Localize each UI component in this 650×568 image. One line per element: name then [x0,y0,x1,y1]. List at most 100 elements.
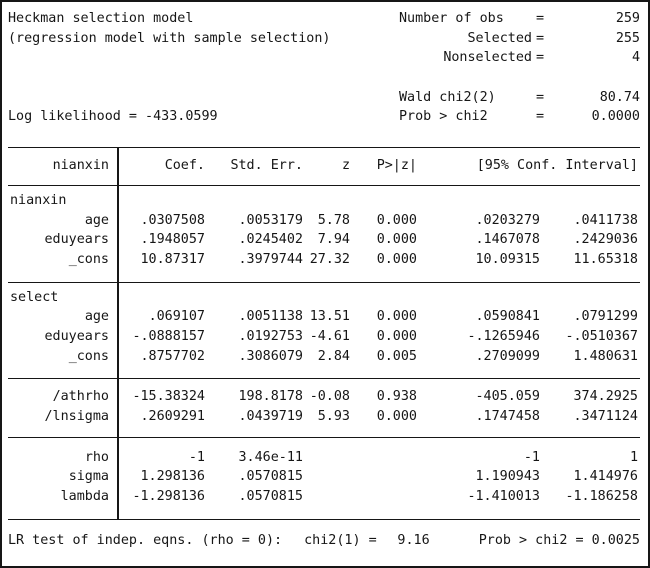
stat-label: Nonselected [443,50,532,66]
section-label-row: select [8,288,640,308]
cell-ci-lower: .1467078 [475,232,541,248]
cell-coef: .8757702 [140,348,206,364]
cell-p: 0.000 [376,328,417,344]
cell-ci-upper: .3471124 [573,409,639,424]
spacer [8,127,640,147]
cell-ci-upper: 374.2925 [573,389,639,405]
row-label: sigma [68,469,109,485]
col-header-stderr: Std. Err. [230,158,303,174]
cell-stderr: 198.8178 [238,389,304,405]
stat-value: 80.74 [599,89,640,105]
cell-ci-upper: -.0510367 [565,328,638,344]
row-label: age [84,309,109,325]
cell-p [350,448,417,468]
col-header-z: z [341,158,350,174]
cell-ci-upper: 1 [629,449,638,465]
model-subtitle: (regression model with sample selection) [8,30,331,46]
equals-sign: = [535,50,545,66]
cell-ci-lower: -.1265946 [467,328,540,344]
table-row: _cons 10.87317 .3979744 27.32 0.000 10.0… [8,250,640,270]
row-label: /athrho [52,389,109,405]
equals-sign: = [535,30,545,46]
depvar-header: nianxin [52,158,109,174]
cell-stderr: .0192753 [238,328,304,344]
stat-row-blank [399,68,640,88]
equation-section-select: select age .069107 .0051138 13.51 0.000 … [8,281,640,379]
table-row: age .0307508 .0053179 5.78 0.000 .020327… [8,211,640,231]
cell-stderr: .3979744 [238,251,304,267]
table-row: rho -1 3.46e-11 -1 1 [8,448,640,468]
cell-ci-upper: .0791299 [573,309,639,325]
cell-ci-lower: -1.410013 [467,489,540,505]
stat-value: 0.0000 [591,109,640,125]
stat-value: 4 [631,50,640,66]
stat-row-prob-chi2: Prob > chi2 = 0.0000 [399,107,640,127]
cell-coef: .0307508 [140,212,206,228]
stat-row-nonselected: Nonselected = 4 [399,48,640,68]
section-label: select [10,289,59,305]
row-label: lambda [60,489,109,505]
stat-row-number-of-obs: Number of obs = 259 [399,9,640,29]
section-label: nianxin [10,192,67,208]
cell-ci-lower: .2709099 [475,348,541,364]
stat-row-wald-chi2: Wald chi2(2) = 80.74 [399,88,640,108]
cell-ci-upper: 11.65318 [573,251,639,267]
cell-ci-lower: -1 [523,449,540,465]
table-row: /lnsigma .2609291 .0439719 5.93 0.000 .1… [8,407,640,427]
row-label: eduyears [44,232,110,248]
cell-ci-lower: 10.09315 [475,251,541,267]
table-header-section: nianxin Coef. Std. Err. z P>|z| [95% Con… [8,148,640,185]
cell-z: 5.78 [317,212,350,228]
lr-test-label: LR test of indep. eqns. (rho = 0): [8,532,283,548]
coefficient-table: nianxin Coef. Std. Err. z P>|z| [95% Con… [8,147,640,520]
cell-p: 0.000 [376,309,417,325]
lr-prob-label: Prob > chi2 = 0.0025 [478,532,640,548]
cell-coef: -1.298136 [132,489,205,505]
table-row: _cons .8757702 .3086079 2.84 0.005 .2709… [8,347,640,367]
table-row: eduyears -.0888157 .0192753 -4.61 0.000 … [8,327,640,347]
cell-coef: -1 [188,449,205,465]
stat-row-selected: Selected = 255 [399,29,641,49]
cell-ci-lower: -405.059 [475,389,541,405]
row-label: /lnsigma [44,409,110,424]
table-row: /athrho -15.38324 198.8178 -0.08 0.938 -… [8,387,640,407]
derived-params-section: rho -1 3.46e-11 -1 1 sigma 1.298136 .057… [8,436,640,519]
cell-ci-lower: .0590841 [475,309,541,325]
row-label: _cons [68,348,109,364]
cell-ci-upper: .0411738 [573,212,639,228]
cell-ci-upper: 1.414976 [573,469,639,485]
cell-stderr: .0245402 [238,232,304,248]
cell-coef: 1.298136 [140,469,206,485]
cell-ci-upper: -1.186258 [565,489,638,505]
cell-ci-upper: .2429036 [573,232,639,248]
cell-ci-upper: 1.480631 [573,348,639,364]
model-header-left: Heckman selection model (regression mode… [8,9,399,127]
cell-z: 5.93 [317,409,350,424]
table-row: eduyears .1948057 .0245402 7.94 0.000 .1… [8,230,640,250]
cell-stderr: 3.46e-11 [238,449,304,465]
cell-coef: 10.87317 [140,251,206,267]
cell-coef: .1948057 [140,232,206,248]
cell-coef: -15.38324 [132,389,205,405]
model-title: Heckman selection model [8,11,194,26]
model-stats: Number of obs = 259 Selected = 255 Nonse… [399,9,640,127]
cell-z: -0.08 [309,389,350,405]
cell-ci-lower: .1747458 [475,409,541,424]
cell-p: 0.938 [376,389,417,405]
row-label: eduyears [44,328,110,344]
spacer-line [8,88,399,108]
cell-p: 0.000 [376,232,417,248]
cell-z [303,448,350,468]
lr-test-row: LR test of indep. eqns. (rho = 0): chi2(… [8,520,640,551]
lr-chi2-value: 9.16 [397,532,430,548]
cell-p: 0.000 [376,251,417,267]
row-label: _cons [68,251,109,267]
stat-label: Number of obs [399,11,504,26]
ancillary-params-section: /athrho -15.38324 198.8178 -0.08 0.938 -… [8,378,640,436]
cell-stderr: .3086079 [238,348,304,364]
spacer-line [8,68,399,88]
equation-section-nianxin: nianxin age .0307508 .0053179 5.78 0.000… [8,184,640,282]
cell-p: 0.000 [376,409,417,424]
cell-stderr: .0570815 [238,469,304,485]
